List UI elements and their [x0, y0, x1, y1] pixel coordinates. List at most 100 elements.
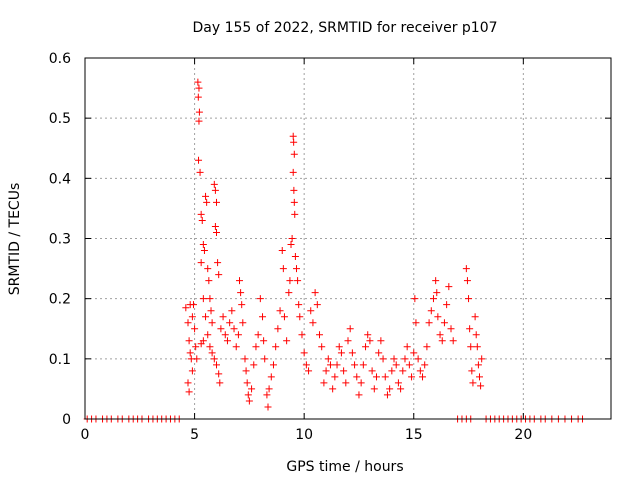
data-point: [421, 361, 429, 369]
data-point: [427, 307, 435, 315]
data-point: [195, 108, 203, 116]
data-point: [463, 277, 471, 285]
data-point: [383, 391, 391, 399]
data-point: [202, 313, 210, 321]
data-point: [211, 186, 219, 194]
data-point: [202, 192, 210, 200]
data-point: [474, 361, 482, 369]
data-point: [471, 313, 479, 321]
data-point: [230, 325, 238, 333]
data-point: [290, 138, 298, 146]
data-point: [276, 307, 284, 315]
data-point: [401, 355, 409, 363]
data-point: [469, 379, 477, 387]
data-point: [215, 271, 223, 279]
data-point: [213, 198, 220, 206]
data-point: [372, 373, 380, 381]
data-point: [237, 289, 245, 297]
data-point: [242, 367, 250, 375]
data-point: [199, 295, 207, 303]
data-point: [449, 337, 457, 345]
data-point: [288, 235, 296, 242]
x-tick-label: 0: [81, 427, 90, 443]
data-point: [432, 277, 440, 285]
data-point: [226, 319, 234, 327]
y-tick-label: 0.6: [49, 51, 71, 67]
data-point: [375, 349, 383, 357]
data-point: [362, 343, 370, 351]
data-point: [203, 198, 211, 206]
data-point: [269, 361, 277, 369]
data-point: [318, 343, 326, 351]
data-point: [466, 325, 474, 333]
data-point: [465, 295, 473, 303]
data-point: [359, 361, 367, 369]
data-point: [264, 403, 272, 411]
y-tick-label: 0.2: [49, 292, 71, 308]
data-point: [208, 349, 216, 357]
data-point: [298, 331, 306, 339]
data-point: [291, 210, 299, 218]
data-point: [182, 304, 190, 312]
data-point: [403, 343, 411, 351]
data-point: [238, 301, 246, 309]
data-point: [410, 349, 418, 357]
data-point: [294, 277, 302, 285]
data-point: [211, 222, 219, 230]
data-point: [186, 349, 194, 357]
x-tick-label: 20: [514, 427, 532, 443]
data-point: [447, 325, 455, 333]
chart-title: Day 155 of 2022, SRMTID for receiver p10…: [192, 20, 497, 36]
data-point: [185, 337, 193, 345]
data-point: [366, 337, 374, 345]
data-point: [423, 343, 431, 351]
data-point: [309, 319, 317, 327]
data-point: [254, 331, 262, 339]
data-point: [392, 361, 400, 369]
data-point: [438, 337, 446, 345]
data-point: [329, 385, 337, 393]
data-point: [342, 379, 350, 387]
data-point: [425, 319, 433, 327]
data-point: [232, 343, 240, 351]
data-point: [274, 325, 282, 333]
data-point: [433, 289, 441, 297]
data-point: [195, 84, 203, 92]
data-point: [204, 331, 212, 339]
data-point: [213, 228, 220, 236]
data-point: [196, 168, 204, 176]
data-point: [399, 367, 407, 375]
data-point: [200, 247, 208, 255]
data-point: [250, 361, 258, 369]
data-point: [205, 277, 213, 285]
data-point: [210, 180, 218, 188]
data-point: [260, 337, 268, 345]
data-point: [364, 331, 372, 339]
data-point: [322, 367, 330, 375]
x-tick-label: 10: [295, 427, 313, 443]
data-point: [195, 117, 203, 125]
data-point: [278, 247, 286, 255]
data-point: [473, 343, 481, 351]
data-point: [443, 301, 451, 309]
data-point: [357, 379, 365, 387]
data-point: [351, 361, 359, 369]
data-point: [279, 265, 287, 273]
data-point: [331, 373, 339, 381]
data-point: [302, 361, 310, 369]
data-point: [188, 367, 196, 375]
data-point: [416, 367, 424, 375]
data-point: [289, 168, 297, 176]
data-point: [305, 367, 313, 375]
data-point: [477, 382, 485, 390]
y-tick-label: 0.5: [49, 111, 71, 127]
data-point: [290, 150, 298, 158]
data-point: [265, 385, 273, 393]
data-point: [234, 331, 242, 339]
x-tick-label: 5: [190, 427, 199, 443]
data-point: [184, 319, 192, 327]
data-point: [256, 295, 264, 303]
data-point: [206, 295, 214, 303]
data-point: [324, 355, 332, 363]
